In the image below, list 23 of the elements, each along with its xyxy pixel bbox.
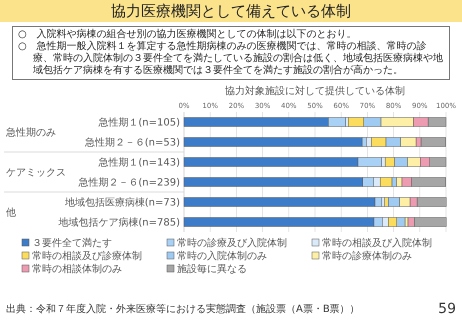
legend-label: 常時の相談及び診療体制 xyxy=(32,250,142,262)
chart-subtitle: 協力対象施設に対して提供している体制 xyxy=(225,85,405,97)
y-tick-label: 地域包括ケア病棟(n=785) xyxy=(57,216,180,228)
source-note: 出典：令和７年度入院・外来医療等における実態調査（施設票（A票・B票）） xyxy=(6,303,360,315)
text: 急性期のみ xyxy=(5,126,56,138)
text: 他 xyxy=(6,206,16,218)
legend-label: 常時の入院体制のみ xyxy=(177,250,267,262)
legend-label: 常時の相談及び入院体制 xyxy=(322,237,432,249)
text: ○ 急性期一般入院料１を算定する急性期病棟のみの医療機関では、常時の相談、常時の診療、常時の入院体制の３要件全てを満たしている施設の割合は低く、地域包括医療病棟や地域包括ケア病棟を有する医療機関では３要件全てを満たす施設の割合が高かった。 xyxy=(18,41,444,77)
text: 59 xyxy=(438,301,456,317)
legend-label: ３要件全て満たす xyxy=(32,237,112,249)
bar xyxy=(184,137,362,147)
text: ケアミックス xyxy=(6,168,66,178)
legend-label: 常時の診療及び入院体制 xyxy=(177,237,287,249)
text: ○ 入院料や病棟の組合せ別の協力医療機関としての体制は以下のとおり。 xyxy=(18,29,358,40)
y-tick-label: 急性期１(n=105) xyxy=(97,116,180,128)
legend-label: 施設毎に異なる xyxy=(177,263,247,275)
legend-label: 常時の診療体制のみ xyxy=(322,250,412,262)
y-tick-label: 急性期１(n=143) xyxy=(97,156,180,168)
y-tick-label: 地域包括医療病棟(n=73) xyxy=(64,196,180,208)
y-tick-label: 急性期２－６(n=239) xyxy=(77,176,180,188)
legend-label: 常時の相談体制のみ xyxy=(32,263,122,275)
y-tick-label: 急性期２－６(n=53) xyxy=(84,136,180,148)
